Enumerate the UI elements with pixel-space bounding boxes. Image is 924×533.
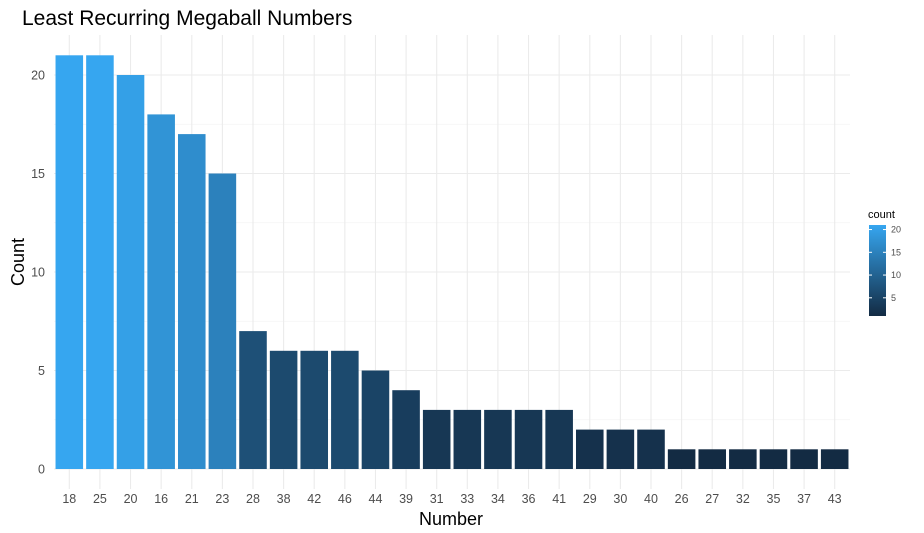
bar-20	[116, 75, 145, 469]
x-tick-label: 23	[215, 492, 229, 506]
x-tick-label: 44	[369, 492, 383, 506]
bar-27	[698, 449, 727, 469]
y-tick-label: 20	[31, 69, 45, 83]
bar-29	[575, 429, 604, 469]
plot-area: 0 5 10 15 20 18 25 20 16 21 23 28 38 42 46 44 39 31 33 34 3…	[31, 35, 850, 506]
bar-32	[729, 449, 757, 469]
x-tick-label: 26	[675, 492, 689, 506]
bar-46	[331, 350, 359, 469]
x-tick-label: 32	[736, 492, 750, 506]
x-tick-label: 40	[644, 492, 658, 506]
x-tick-label: 31	[430, 492, 444, 506]
legend-title: count	[868, 209, 895, 221]
y-axis-title: Count	[8, 238, 28, 286]
bar-33	[453, 409, 482, 469]
legend-colorbar	[869, 225, 886, 316]
x-tick-label: 42	[307, 492, 321, 506]
bar-35	[759, 449, 788, 469]
bar-23	[208, 173, 237, 469]
x-tick-label: 16	[154, 492, 168, 506]
bar-16	[147, 114, 175, 470]
x-tick-label: 34	[491, 492, 505, 506]
legend-tick-label: 5	[891, 293, 896, 303]
x-tick-label: 39	[399, 492, 413, 506]
x-tick-label: 33	[460, 492, 474, 506]
x-tick-label: 27	[705, 492, 719, 506]
x-tick-label: 41	[552, 492, 566, 506]
x-tick-label: 35	[767, 492, 781, 506]
x-tick-label: 20	[124, 492, 138, 506]
bar-30	[606, 429, 635, 469]
legend: count 5 10 15 20	[868, 209, 901, 316]
y-axis-ticks: 0 5 10 15 20	[31, 69, 45, 477]
chart-title: Least Recurring Megaball Numbers	[22, 7, 352, 30]
x-tick-label: 18	[62, 492, 76, 506]
x-tick-label: 38	[277, 492, 291, 506]
y-tick-label: 5	[38, 364, 45, 378]
x-tick-label: 43	[828, 492, 842, 506]
bar-43	[820, 449, 849, 469]
legend-tick-label: 20	[891, 225, 901, 235]
x-tick-label: 25	[93, 492, 107, 506]
x-axis-ticks: 18 25 20 16 21 23 28 38 42 46 44 39 31 33 34 36 41 29 30 40…	[62, 492, 841, 506]
bar-40	[637, 429, 665, 469]
bar-28	[239, 331, 267, 469]
x-tick-label: 37	[797, 492, 811, 506]
x-tick-label: 46	[338, 492, 352, 506]
bar-39	[392, 390, 420, 469]
x-axis-title: Number	[419, 509, 483, 529]
x-tick-label: 28	[246, 492, 260, 506]
bar-41	[545, 409, 573, 469]
bars	[55, 55, 849, 470]
legend-tick-label: 15	[891, 247, 901, 257]
bar-21	[177, 134, 206, 469]
bar-26	[667, 449, 696, 469]
x-tick-label: 30	[613, 492, 627, 506]
bar-42	[300, 350, 329, 469]
bar-36	[514, 409, 543, 469]
bar-31	[422, 409, 451, 469]
bar-37	[790, 449, 818, 469]
y-tick-label: 15	[31, 167, 45, 181]
x-tick-label: 36	[522, 492, 536, 506]
legend-tick-label: 10	[891, 270, 901, 280]
bar-38	[269, 350, 298, 469]
y-tick-label: 10	[31, 266, 45, 280]
legend-ticks: 5 10 15 20	[869, 225, 901, 303]
bar-18	[55, 55, 84, 470]
x-tick-label: 21	[185, 492, 199, 506]
bar-25	[86, 55, 114, 470]
bar-34	[484, 409, 512, 469]
y-tick-label: 0	[38, 463, 45, 477]
x-tick-label: 29	[583, 492, 597, 506]
bar-44	[361, 370, 390, 469]
